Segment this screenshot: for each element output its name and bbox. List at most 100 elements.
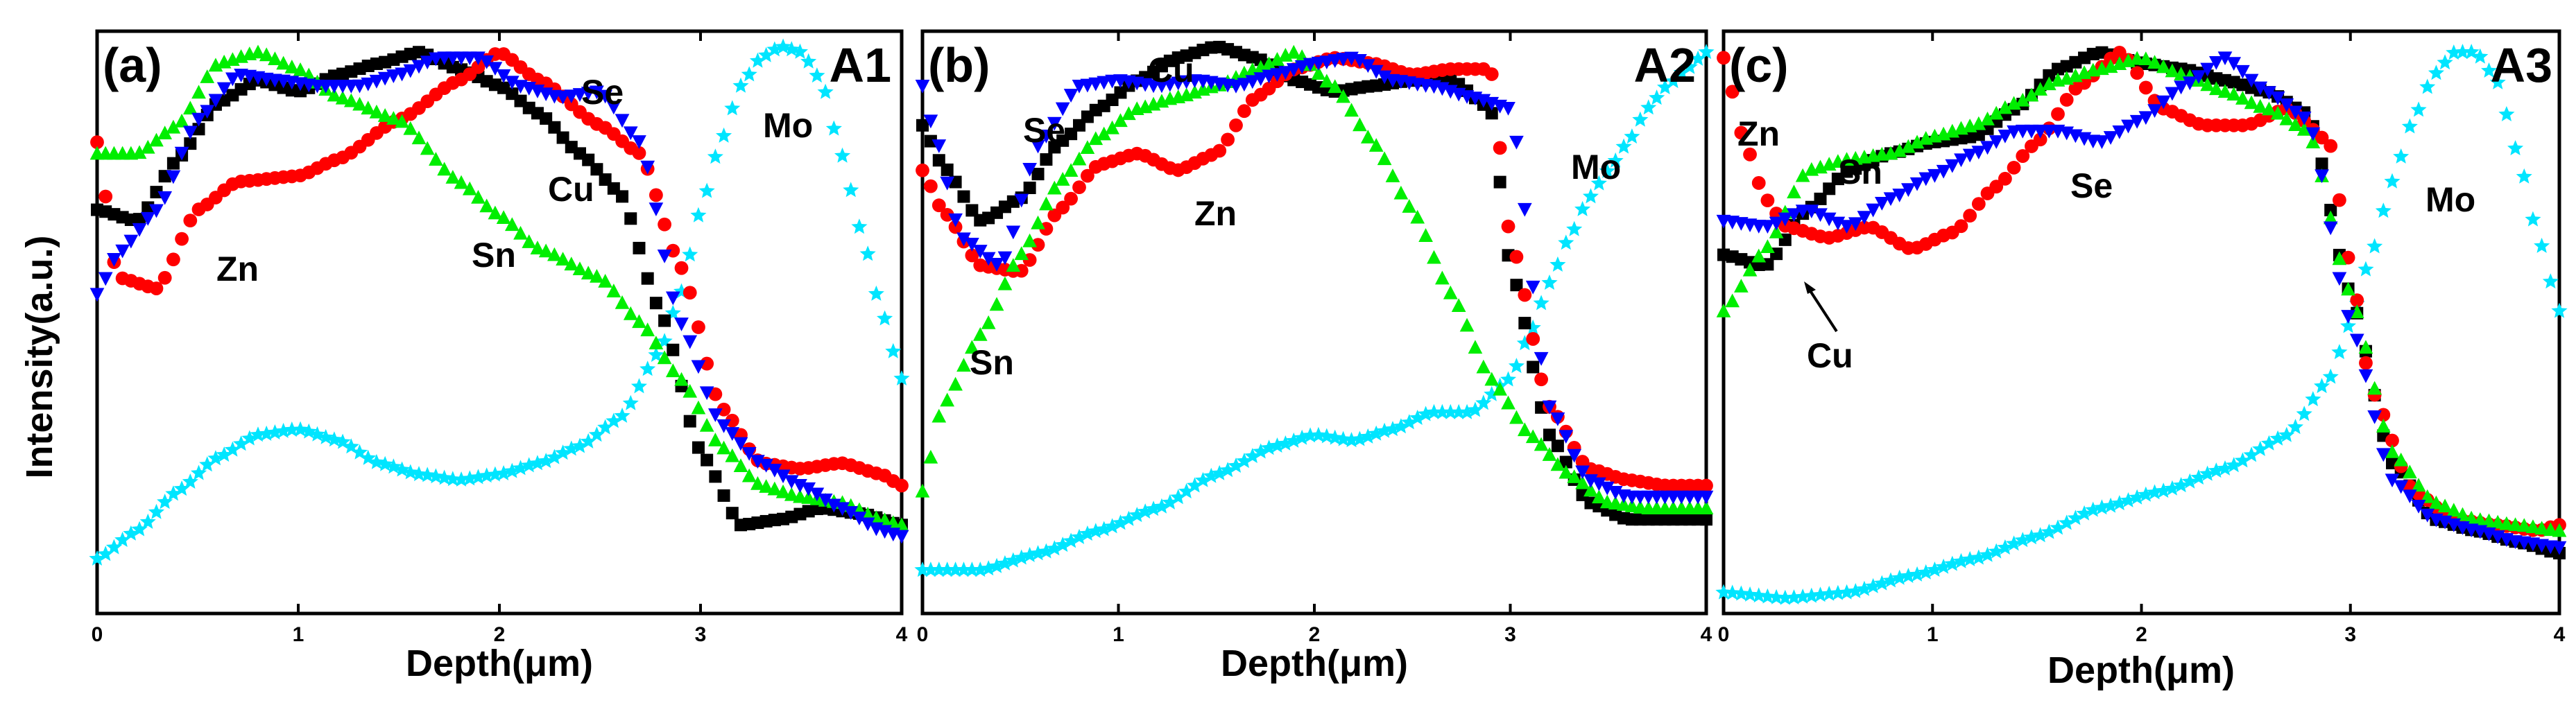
data-point-se (1971, 146, 1986, 159)
data-point-mo (2287, 419, 2303, 435)
data-point-sn (775, 484, 791, 498)
annotation-sn: Sn (970, 343, 1014, 382)
data-point-mo (572, 437, 588, 453)
data-point-zn (2007, 161, 2021, 175)
data-point-se (2270, 91, 2285, 105)
data-point-sn (1517, 422, 1532, 437)
data-point-sn (1699, 501, 1714, 514)
data-point-mo (1909, 566, 1925, 582)
data-point-mo (1742, 586, 1758, 602)
data-point-se (725, 427, 740, 441)
data-point-mo (1839, 584, 1855, 600)
data-point-zn (666, 243, 680, 258)
data-point-mo (877, 310, 893, 326)
data-point-se (479, 55, 495, 69)
data-point-mo (2410, 101, 2427, 117)
data-point-zn (674, 261, 689, 275)
data-point-sn (784, 487, 799, 501)
data-point-sn (1493, 381, 1507, 396)
data-point-sn (981, 315, 996, 329)
data-point-sn (1328, 79, 1343, 94)
data-point-mo (690, 207, 707, 223)
data-point-sn (2385, 444, 2400, 458)
data-point-sn (1410, 209, 1425, 224)
data-point-sn (2033, 82, 2047, 96)
data-point-mo (1153, 498, 1170, 514)
data-point-se (1171, 76, 1186, 91)
data-point-se (852, 512, 867, 525)
data-point-se (2262, 86, 2276, 101)
data-point-se (166, 170, 181, 184)
data-point-mo (419, 467, 436, 482)
data-point-sn (972, 327, 988, 341)
data-point-sn (522, 234, 537, 248)
data-point-mo (2173, 477, 2190, 493)
x-tick-label: 2 (2136, 623, 2147, 646)
data-point-mo (2489, 73, 2506, 89)
data-point-zn (2033, 132, 2047, 147)
data-point-mo (922, 562, 939, 577)
data-point-se (1787, 208, 1801, 223)
data-point-se (965, 238, 979, 252)
data-point-mo (2226, 457, 2242, 473)
data-point-sn (716, 440, 731, 455)
data-point-se (1608, 485, 1623, 500)
data-point-se (843, 506, 859, 520)
data-point-mo (2085, 501, 2102, 517)
data-point-mo (1434, 403, 1450, 419)
data-point-mo (2155, 482, 2172, 498)
data-point-sn (741, 468, 757, 482)
data-point-se (1022, 162, 1037, 177)
data-point-sn (657, 350, 672, 365)
data-point-se (632, 135, 646, 149)
data-point-cu (649, 297, 662, 310)
data-point-se (2296, 111, 2312, 125)
data-point-mo (1508, 358, 1525, 374)
data-point-se (581, 87, 596, 101)
data-point-sn (1014, 246, 1029, 261)
data-point-cu (1527, 360, 1540, 374)
data-point-sn (1542, 447, 1557, 461)
data-point-mo (2181, 473, 2198, 489)
data-point-mo (2314, 378, 2330, 394)
data-point-sn (1892, 143, 1907, 157)
data-point-se (649, 202, 664, 216)
data-point-se (750, 455, 765, 469)
data-point-mo (1187, 477, 1203, 493)
data-point-sn (590, 269, 604, 283)
data-point-se (2420, 508, 2435, 523)
data-point-mo (139, 513, 156, 529)
data-point-sn (2420, 489, 2435, 503)
data-point-mo (622, 394, 639, 410)
data-point-sn (2217, 84, 2233, 98)
data-point-mo (2138, 486, 2154, 502)
data-point-sn (2429, 495, 2444, 510)
data-point-mo (2384, 173, 2401, 189)
data-point-sn (2349, 304, 2364, 318)
data-point-mo (105, 539, 122, 555)
data-point-mo (2041, 523, 2057, 539)
data-point-sn (915, 483, 930, 498)
data-point-zn (965, 248, 979, 263)
data-point-sn (1105, 120, 1119, 134)
data-point-mo (377, 455, 393, 471)
data-point-sn (767, 481, 782, 496)
data-point-se (2323, 221, 2338, 236)
data-point-se (691, 360, 706, 374)
data-point-sn (1055, 172, 1070, 186)
data-point-mo (1194, 471, 1211, 487)
data-point-mo (851, 218, 868, 234)
data-point-zn (1971, 197, 1986, 211)
annotation-cu: Cu (548, 170, 594, 209)
data-point-se (352, 79, 367, 94)
data-point-sn (1592, 489, 1606, 504)
data-point-sn (1989, 105, 2004, 120)
data-point-sn (1113, 113, 1128, 128)
data-point-mo (250, 426, 266, 442)
data-point-mo (1812, 586, 1829, 602)
series-se (1716, 51, 2567, 555)
data-point-mo (1865, 577, 1882, 593)
data-point-sn (2156, 59, 2171, 73)
data-point-sn (564, 256, 579, 271)
data-point-zn (1484, 67, 1499, 81)
